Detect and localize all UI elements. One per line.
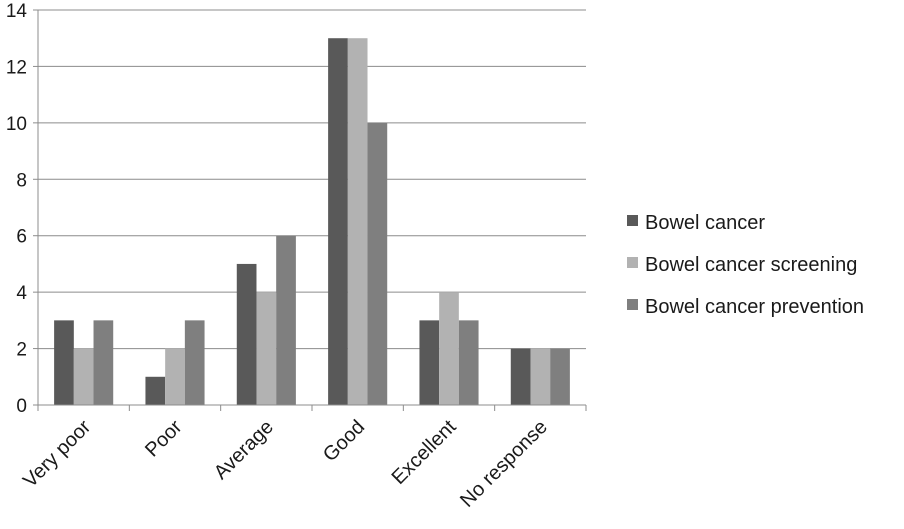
bar-0-1 xyxy=(73,348,94,405)
category-label: Average xyxy=(210,416,278,484)
legend-label: Bowel cancer xyxy=(645,212,765,234)
bar-4-1 xyxy=(439,292,459,405)
category-label: Very poor xyxy=(19,416,95,492)
bar-5-2 xyxy=(550,348,570,405)
legend-label: Bowel cancer screening xyxy=(645,254,857,276)
bar-0-2 xyxy=(93,320,114,405)
axes xyxy=(33,9,587,411)
y-tick-label: 4 xyxy=(16,283,27,304)
bars xyxy=(54,38,570,405)
y-tick-labels: 0 2 4 6 8 10 12 14 xyxy=(6,1,28,417)
category-label: Poor xyxy=(141,416,187,462)
y-tick-label: 14 xyxy=(6,1,28,22)
bar-2-2 xyxy=(276,235,296,405)
gridlines xyxy=(38,9,586,350)
bar-5-0 xyxy=(510,348,531,405)
legend-swatch xyxy=(627,257,638,268)
category-label: Excellent xyxy=(388,416,461,489)
y-tick-label: 6 xyxy=(16,227,27,248)
bar-4-0 xyxy=(419,320,440,405)
legend-swatch xyxy=(627,215,638,226)
legend-swatch xyxy=(627,299,638,310)
bar-0-0 xyxy=(54,320,74,405)
category-label: Good xyxy=(319,416,369,466)
bar-4-2 xyxy=(458,320,479,405)
bar-5-1 xyxy=(530,348,551,405)
y-tick-label: 2 xyxy=(16,340,27,361)
legend: Bowel cancer Bowel cancer screening Bowel … xyxy=(627,212,864,318)
y-tick-label: 8 xyxy=(16,170,27,191)
bar-1-0 xyxy=(145,376,166,405)
legend-label: Bowel cancer prevention xyxy=(645,296,864,318)
bar-1-1 xyxy=(165,348,185,405)
bar-3-2 xyxy=(367,122,388,405)
y-tick-label: 10 xyxy=(6,114,27,135)
category-label: No response xyxy=(456,416,552,512)
bar-2-0 xyxy=(236,263,257,405)
bar-3-1 xyxy=(347,38,368,405)
y-tick-label: 0 xyxy=(16,396,27,417)
bar-3-0 xyxy=(328,38,348,405)
bar-1-2 xyxy=(184,320,205,405)
bar-2-1 xyxy=(256,292,277,405)
y-tick-label: 12 xyxy=(6,57,27,78)
